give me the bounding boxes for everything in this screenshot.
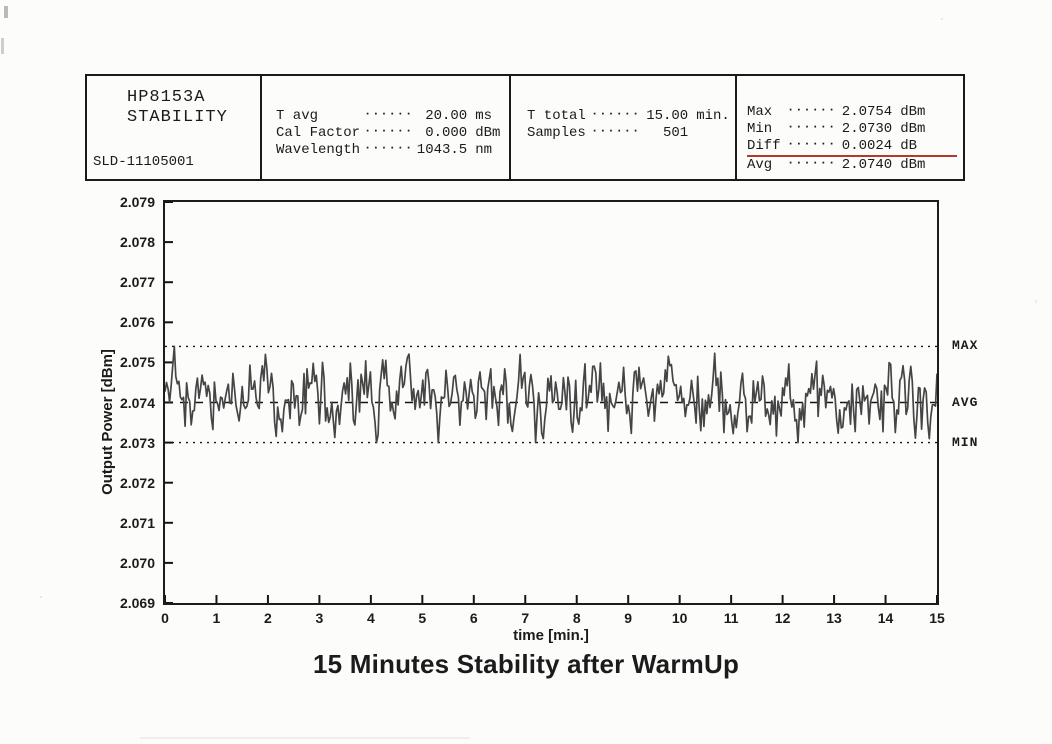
scan-artifact — [1, 38, 4, 54]
x-tick-label: 1 — [212, 610, 221, 626]
param-label: T avg — [276, 108, 319, 124]
stat-value: 2.0740 — [841, 157, 893, 173]
stat-row: Diff ······ 0.0024 dB — [747, 137, 957, 157]
instrument-cell: HP8153A STABILITY SLD-11105001 — [87, 76, 260, 179]
measurement-params-cell: T avg ······ 20.00 ms Cal Factor ······ 0.000… — [260, 76, 509, 179]
stat-unit: dB — [900, 138, 918, 154]
x-tick-label: 11 — [723, 610, 739, 626]
param-row: T avg ······ 20.00 ms — [276, 107, 503, 125]
dot-leader: ······ — [591, 124, 641, 138]
stat-label: Min — [747, 121, 773, 137]
dot-leader: ······ — [364, 107, 414, 121]
scan-artifact — [140, 737, 470, 739]
stat-value: 2.0754 — [841, 104, 893, 120]
x-tick-label: 12 — [774, 610, 791, 626]
param-value: 20.00 — [425, 108, 468, 124]
dot-leader: ······ — [787, 137, 837, 151]
stability-trace-svg — [165, 202, 937, 603]
y-tick-label: 2.076 — [119, 314, 155, 331]
param-row: Samples ······ 501 — [527, 124, 729, 142]
param-unit: nm — [475, 142, 493, 158]
ref-label-avg: AVG — [952, 394, 979, 410]
stat-value: 2.0730 — [841, 121, 893, 137]
x-tick-label: 10 — [671, 610, 688, 626]
y-tick-label: 2.070 — [119, 554, 155, 571]
y-tick-label: 2.078 — [119, 234, 155, 251]
x-tick-label: 13 — [826, 610, 842, 626]
x-tick-label: 3 — [315, 610, 324, 626]
x-tick-label: 2 — [264, 610, 272, 626]
y-tick-label: 2.069 — [119, 595, 155, 611]
param-label: Samples — [527, 125, 586, 141]
y-axis-tick-labels: 2.069 2.070 2.071 2.072 2.073 2.074 2.075 2.076… — [83, 194, 155, 611]
stat-label: Max — [747, 104, 773, 120]
y-axis-title: Output Power [dBm] — [99, 349, 116, 495]
dot-leader: ······ — [787, 120, 837, 134]
y-tick-label: 2.075 — [119, 354, 155, 371]
param-value: 1043.5 — [416, 142, 468, 158]
y-tick-label: 2.071 — [119, 514, 155, 531]
instrument-model: HP8153A — [127, 88, 206, 107]
instrument-title: HP8153A STABILITY — [87, 76, 260, 128]
y-tick-label: 2.077 — [119, 274, 155, 291]
scan-artifact — [40, 596, 42, 598]
stat-unit: dBm — [900, 104, 926, 120]
instrument-mode: STABILITY — [127, 108, 228, 127]
chart-caption: 15 Minutes Stability after WarmUp — [312, 649, 740, 679]
stat-value: 0.0024 — [841, 138, 893, 154]
serial-number: SLD-11105001 — [93, 154, 194, 170]
param-label: Cal Factor — [276, 125, 361, 141]
reference-line-labels: MAX AVG MIN — [952, 202, 1022, 603]
x-tick-label: 0 — [161, 610, 169, 626]
stat-label: Avg — [747, 157, 773, 173]
ref-label-max: MAX — [952, 338, 979, 354]
param-unit: dBm — [475, 125, 501, 141]
dot-leader: ······ — [591, 107, 641, 121]
x-tick-label: 15 — [929, 610, 945, 626]
x-tick-label: 9 — [624, 610, 633, 626]
param-value: 501 — [663, 125, 689, 141]
stat-unit: dBm — [900, 157, 926, 173]
x-tick-label: 5 — [418, 610, 427, 626]
x-axis-title: time [min.] — [513, 627, 589, 644]
scan-artifact — [4, 6, 8, 18]
y-tick-label: 2.079 — [119, 194, 155, 210]
dot-leader: ······ — [364, 124, 414, 138]
stat-row: Min ······ 2.0730 dBm — [747, 120, 957, 138]
statistics-cell: Max ······ 2.0754 dBm Min ······ 2.0730 dBm Di… — [735, 76, 963, 179]
x-tick-label: 4 — [366, 610, 375, 626]
measurement-header-table: HP8153A STABILITY SLD-11105001 T avg ····… — [85, 74, 965, 181]
param-value: 0.000 — [425, 125, 468, 141]
x-tick-label: 8 — [572, 610, 581, 626]
param-label: Wavelength — [276, 142, 361, 158]
x-axis-tick-labels: 0 1 2 3 4 5 6 7 8 9 10 11 12 13 14 15 — [161, 610, 945, 628]
x-tick-label: 6 — [469, 610, 478, 626]
y-tick-label: 2.073 — [119, 434, 155, 451]
param-unit: ms — [475, 108, 493, 124]
param-label: T total — [527, 108, 586, 124]
power-trace — [165, 345, 937, 444]
param-value: 15.00 — [646, 108, 689, 124]
x-tick-label: 14 — [877, 610, 894, 626]
dot-leader: ······ — [787, 156, 837, 170]
param-unit: min. — [696, 108, 730, 124]
scan-artifact — [1035, 300, 1037, 303]
x-tick-label: 7 — [521, 610, 530, 626]
stat-row: Max ······ 2.0754 dBm — [747, 103, 957, 121]
dot-leader: ······ — [787, 103, 837, 117]
stat-unit: dBm — [900, 121, 926, 137]
param-row: Cal Factor ······ 0.000 dBm — [276, 124, 503, 142]
y-tick-label: 2.072 — [119, 474, 155, 491]
plot-area — [163, 200, 939, 605]
stat-label: Diff — [747, 138, 781, 154]
acquisition-params-cell: T total ······ 15.00 min. Samples ······ 501 — [509, 76, 735, 179]
dot-leader: ······ — [364, 141, 414, 155]
ref-label-min: MIN — [952, 434, 979, 450]
scan-artifact — [941, 18, 943, 20]
y-tick-label: 2.074 — [119, 394, 155, 411]
stat-row: Avg ······ 2.0740 dBm — [747, 156, 957, 174]
param-row: T total ······ 15.00 min. — [527, 107, 730, 125]
param-row: Wavelength ······ 1043.5 nm — [276, 141, 503, 159]
